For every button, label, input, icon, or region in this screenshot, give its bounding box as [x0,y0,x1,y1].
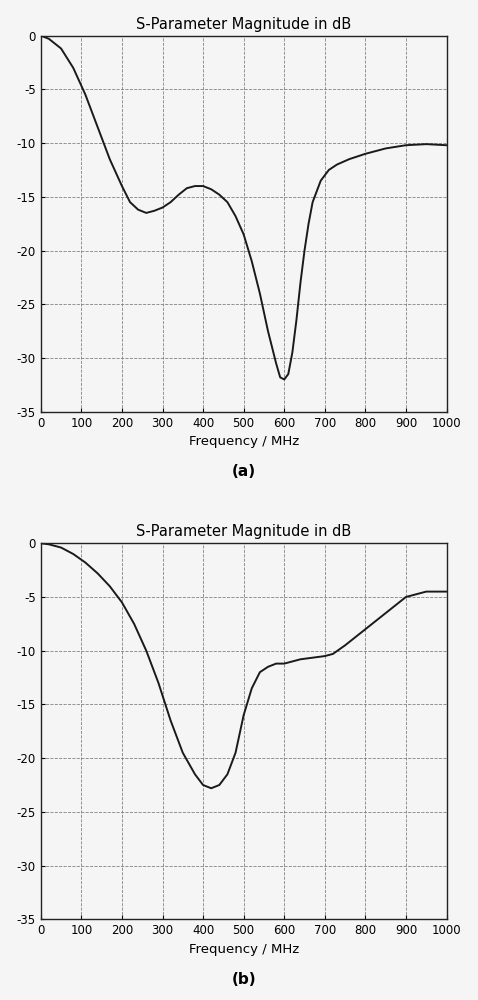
Text: (b): (b) [231,972,256,987]
Text: (a): (a) [231,464,256,479]
Title: S-Parameter Magnitude in dB: S-Parameter Magnitude in dB [136,17,351,32]
X-axis label: Frequency / MHz: Frequency / MHz [188,943,299,956]
X-axis label: Frequency / MHz: Frequency / MHz [188,435,299,448]
Title: S-Parameter Magnitude in dB: S-Parameter Magnitude in dB [136,524,351,539]
